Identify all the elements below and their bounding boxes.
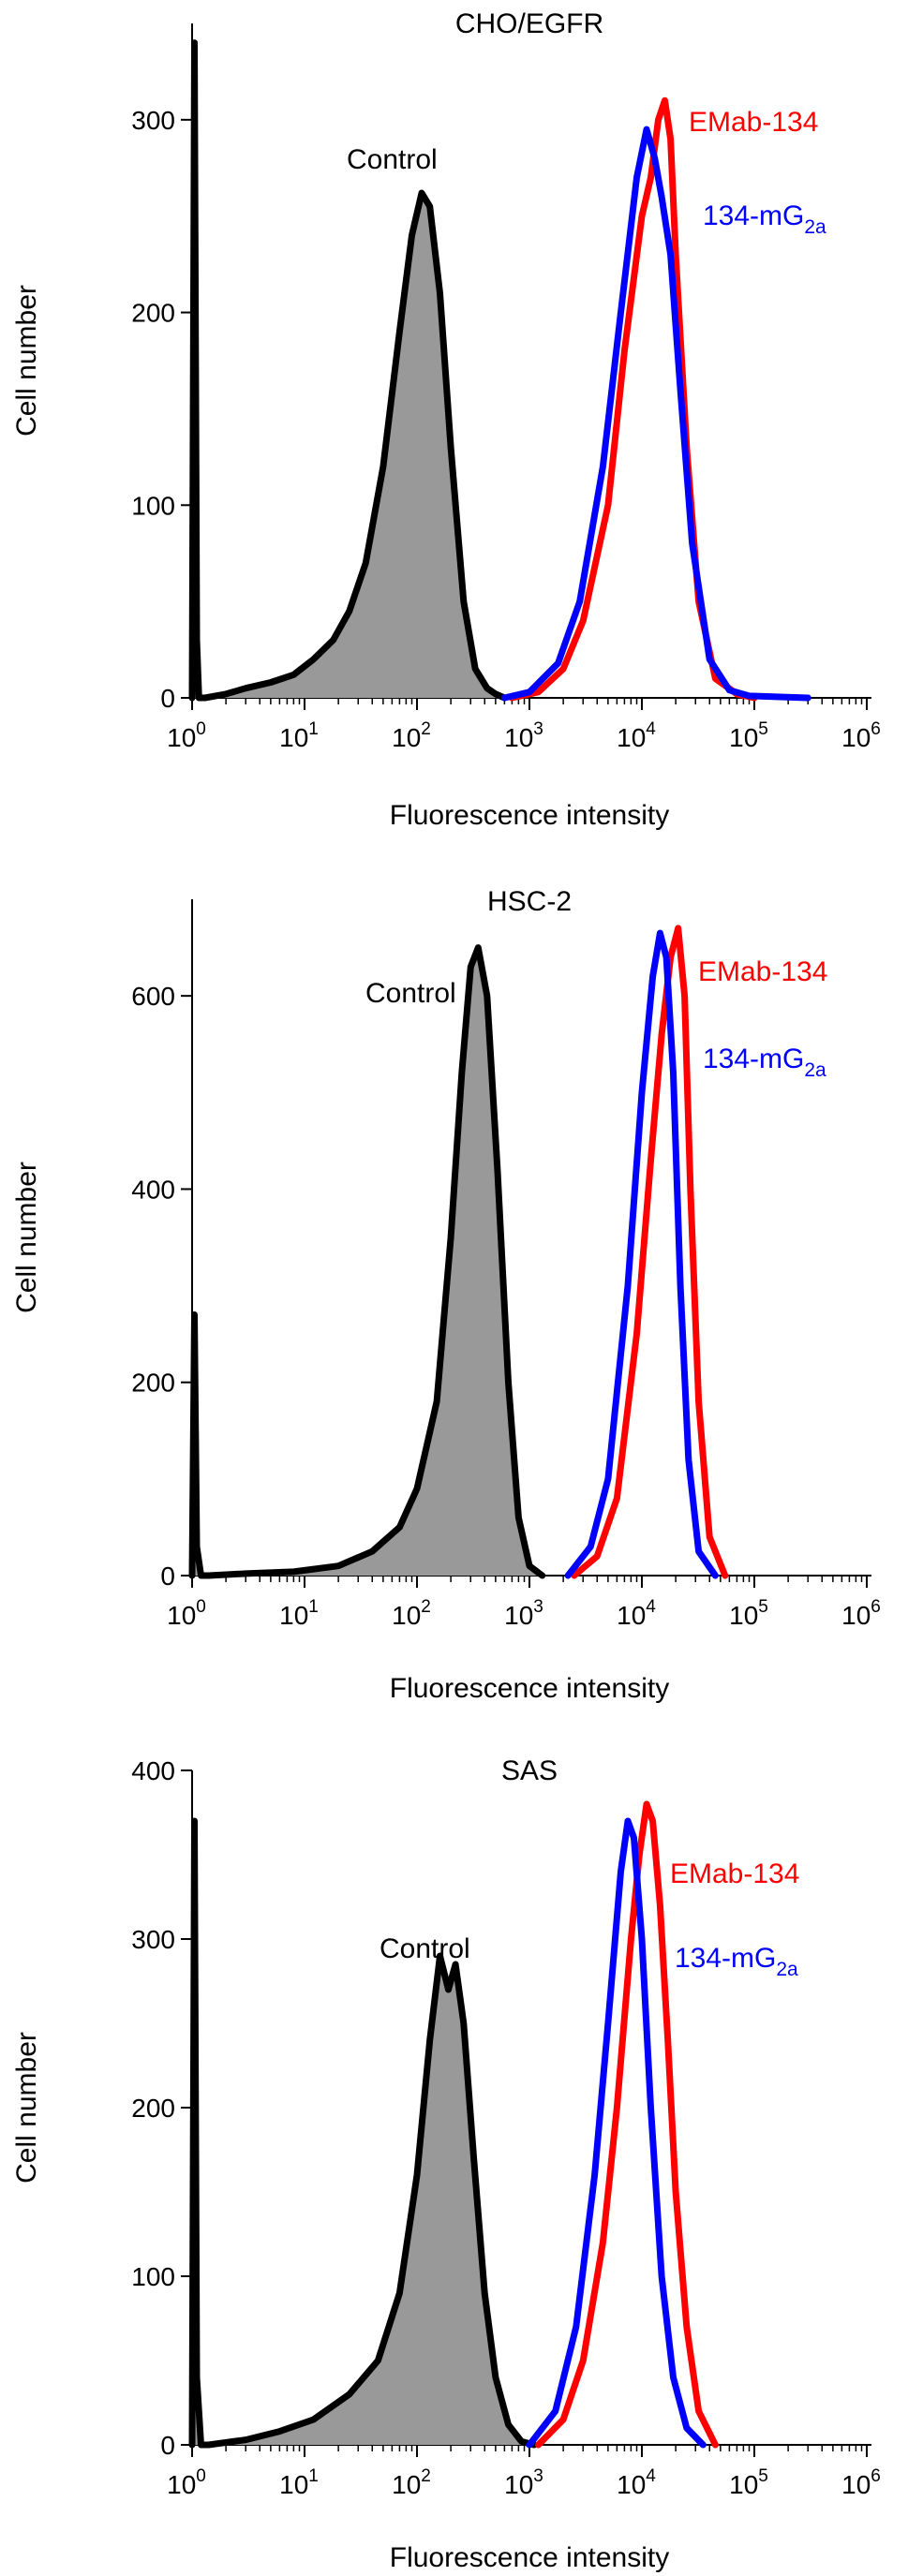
y-tick-label: 100 <box>131 2262 175 2291</box>
y-tick-label: 0 <box>160 2431 175 2460</box>
series-line-control <box>188 1817 538 2449</box>
panel-cho-egfr: CHO/EGFR 0 100 200 300 100 101 102 103 104 105 106 F… <box>0 0 908 834</box>
chart-title: SAS <box>501 1755 558 1786</box>
x-tick-label: 101 <box>279 719 319 752</box>
series-line-emab-134 <box>535 1800 719 2449</box>
y-axis-label: Cell number <box>11 2032 42 2184</box>
histogram-cho-egfr: CHO/EGFR 0 100 200 300 100 101 102 103 104 105 106 F… <box>11 8 881 831</box>
x-tick-label: 101 <box>279 2466 319 2499</box>
x-tick-label: 106 <box>841 2466 881 2499</box>
y-tick-label: 400 <box>131 1756 175 1785</box>
x-tick-label: 102 <box>392 2466 431 2499</box>
x-axis-label: Fluorescence intensity <box>390 1673 669 1704</box>
x-tick-label: 104 <box>617 719 656 752</box>
y-tick-label: 0 <box>160 684 175 713</box>
series-line-emab-134 <box>571 925 729 1579</box>
series-line-134-mg2a <box>564 929 719 1579</box>
y-tick-label: 0 <box>160 1562 175 1591</box>
annotation-control: Control <box>347 144 438 175</box>
x-tick-label: 100 <box>167 719 206 752</box>
annotation-control: Control <box>365 978 456 1009</box>
panel-sas: SAS 0 100 200 300 400 100 101 102 103 104 105 106 Flu… <box>0 1742 908 2576</box>
annotation-control: Control <box>380 1933 470 1964</box>
series-line-control <box>188 944 546 1579</box>
x-tick-label: 102 <box>392 719 431 752</box>
histogram-hsc-2: HSC-2 0 200 400 600 100 101 102 103 104 105 106 Fluo… <box>11 886 881 1704</box>
x-tick-label: 103 <box>504 2466 543 2499</box>
x-tick-label: 103 <box>504 1597 543 1630</box>
y-tick-label: 300 <box>131 1925 175 1954</box>
x-tick-label: 100 <box>167 1597 206 1630</box>
panel-hsc-2: HSC-2 0 200 400 600 100 101 102 103 104 105 106 Fluo… <box>0 871 908 1705</box>
series-fill-control <box>192 947 543 1576</box>
y-tick-label: 200 <box>131 2094 175 2123</box>
series-line-134-mg2a <box>500 126 811 702</box>
series-fill-control <box>192 42 505 699</box>
y-axis-label: Cell number <box>11 1162 42 1313</box>
x-tick-label: 104 <box>617 2466 656 2499</box>
annotation-134-mg: 134-mG2a <box>703 200 826 238</box>
y-tick-label: 600 <box>131 982 175 1011</box>
histogram-sas: SAS 0 100 200 300 400 100 101 102 103 104 105 106 Flu… <box>11 1755 881 2573</box>
x-tick-label: 102 <box>392 1597 431 1630</box>
chart-title: CHO/EGFR <box>455 8 603 39</box>
x-tick-label: 106 <box>841 1597 881 1630</box>
y-tick-label: 200 <box>131 1369 175 1398</box>
series-fill-control <box>192 1821 534 2445</box>
x-tick-label: 106 <box>841 719 881 752</box>
y-tick-label: 400 <box>131 1175 175 1204</box>
x-axis-label: Fluorescence intensity <box>390 2542 669 2573</box>
chart-title: HSC-2 <box>487 886 572 917</box>
series-line-134-mg2a <box>526 1817 707 2449</box>
y-tick-label: 200 <box>131 299 175 328</box>
x-tick-label: 100 <box>167 2466 206 2499</box>
x-tick-label: 104 <box>617 1597 656 1630</box>
x-tick-label: 105 <box>729 2466 768 2499</box>
x-axis-label: Fluorescence intensity <box>390 800 669 831</box>
annotation-emab-134: EMab-134 <box>670 1858 799 1889</box>
y-tick-label: 300 <box>131 106 175 135</box>
annotation-134-mg: 134-mG2a <box>675 1943 798 1980</box>
x-tick-label: 101 <box>279 1597 319 1630</box>
y-axis-label: Cell number <box>11 285 42 437</box>
annotation-134-mg: 134-mG2a <box>703 1044 826 1081</box>
y-tick-label: 100 <box>131 491 175 520</box>
series-line-control <box>188 39 508 702</box>
x-tick-label: 103 <box>504 719 543 752</box>
annotation-emab-134: EMab-134 <box>689 107 818 138</box>
annotation-emab-134: EMab-134 <box>698 956 827 987</box>
x-tick-label: 105 <box>729 719 768 752</box>
x-tick-label: 105 <box>729 1597 768 1630</box>
